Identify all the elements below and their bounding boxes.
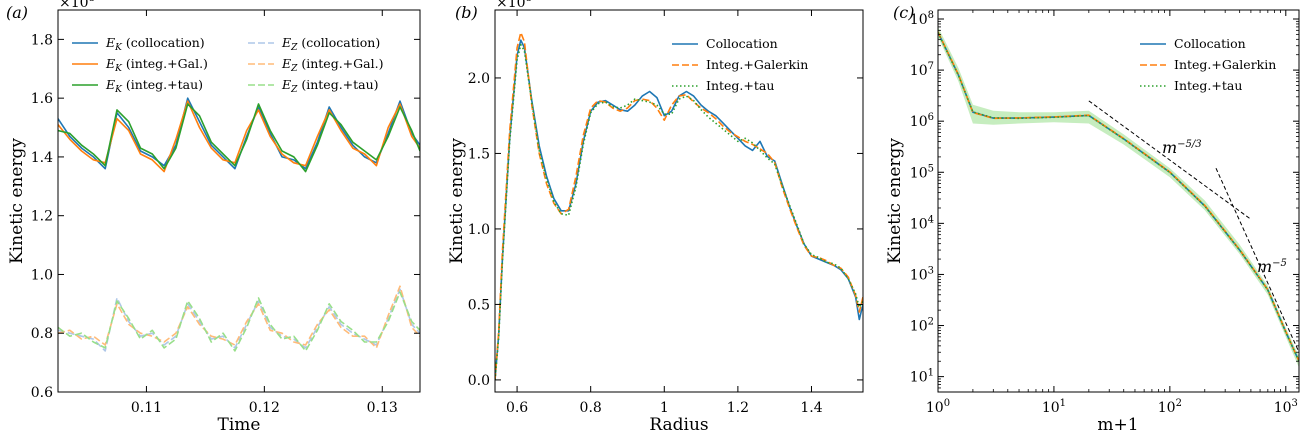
x-tick-label: 0.13 bbox=[367, 400, 398, 416]
reference-line-1 bbox=[1088, 100, 1252, 220]
x-tick-label: 0.11 bbox=[131, 400, 162, 416]
legend-label-1: EK (collocation) bbox=[105, 35, 205, 53]
legend-label-6: EZ (integ.+tau) bbox=[281, 77, 379, 95]
panel-c: 100 101 102 103 101 102 103 104 105 106 107 108 (c)… bbox=[885, 3, 1300, 435]
panel-b-plot-area bbox=[495, 31, 863, 380]
series-line-3 bbox=[495, 43, 863, 380]
y-tick-label: 0.6 bbox=[31, 385, 53, 401]
panel-b-ticks: 0.6 0.8 1 1.2 1.4 0.0 0.5 1.0 1.5 2.0 bbox=[468, 10, 863, 416]
series-line-2 bbox=[58, 100, 420, 173]
series-line-4 bbox=[58, 288, 420, 352]
y-tick-label: 1.5 bbox=[468, 146, 490, 162]
y-tick-label: 0.0 bbox=[468, 373, 490, 389]
legend-label-5: EZ (integ.+Gal.) bbox=[281, 56, 383, 74]
y-tick-label: 107 bbox=[910, 61, 934, 79]
x-tick-label: 1.4 bbox=[800, 400, 822, 416]
panel-c-tag: (c) bbox=[893, 3, 914, 22]
panel-a-x-axis-label: Time bbox=[218, 415, 261, 435]
series-line-2 bbox=[495, 31, 863, 380]
x-tick-label: 102 bbox=[1158, 398, 1182, 416]
y-tick-label: 108 bbox=[910, 10, 934, 28]
reference-line-2 bbox=[1215, 168, 1299, 353]
x-tick-label: 0.12 bbox=[249, 400, 280, 416]
y-tick-label: 104 bbox=[910, 214, 934, 232]
panel-a-legend: EK (collocation) EK (integ.+Gal.) EK (inte… bbox=[72, 35, 383, 95]
series-line-1 bbox=[938, 31, 1299, 362]
y-tick-label: 1.4 bbox=[31, 150, 53, 166]
series-line-3 bbox=[938, 32, 1299, 362]
panel-b: 0.6 0.8 1 1.2 1.4 0.0 0.5 1.0 1.5 2.0 (b) ×108 Ra… bbox=[447, 0, 864, 435]
panel-a-y-axis-label: Kinetic energy bbox=[7, 138, 27, 264]
panel-c-legend: Collocation Integ.+Galerkin Integ.+tau bbox=[1140, 36, 1276, 93]
legend-label-2: EK (integ.+Gal.) bbox=[105, 56, 208, 74]
y-tick-label: 106 bbox=[910, 112, 934, 130]
legend-label-3: Integ.+tau bbox=[1174, 78, 1242, 93]
legend-label-4: EZ (collocation) bbox=[281, 35, 380, 53]
panel-a-ticks: 0.11 0.12 0.13 0.6 0.8 1.0 1.2 1.4 1.6 1.8 bbox=[31, 10, 420, 416]
panel-a-plot-area bbox=[58, 97, 420, 352]
panel-b-frame bbox=[494, 9, 864, 393]
legend-label-2: Integ.+Galerkin bbox=[1174, 57, 1276, 72]
series-line-3 bbox=[58, 103, 420, 173]
panel-c-x-axis-label: m+1 bbox=[1097, 415, 1138, 435]
reference-label-2: m−5 bbox=[1257, 257, 1287, 276]
y-tick-label: 1.8 bbox=[31, 32, 53, 48]
panel-c-y-axis-label: Kinetic energy bbox=[885, 138, 905, 264]
x-tick-label: 103 bbox=[1274, 398, 1298, 416]
y-tick-label: 1.0 bbox=[31, 267, 53, 283]
x-tick-label: 0.6 bbox=[506, 400, 528, 416]
panel-b-x-axis-label: Radius bbox=[649, 415, 708, 435]
legend-label-3: Integ.+tau bbox=[706, 78, 774, 93]
y-tick-label: 1.0 bbox=[468, 222, 490, 238]
y-tick-label: 1.6 bbox=[31, 91, 53, 107]
panel-b-legend: Collocation Integ.+Galerkin Integ.+tau bbox=[672, 36, 808, 93]
panel-c-frame bbox=[937, 9, 1300, 393]
series-line-2 bbox=[938, 31, 1299, 362]
y-tick-label: 0.5 bbox=[468, 297, 490, 313]
series-line-5 bbox=[58, 285, 420, 349]
panel-a-y-multiplier: ×108 bbox=[59, 0, 95, 11]
panel-b-y-axis-label: Kinetic energy bbox=[447, 138, 467, 264]
y-tick-label: 1.2 bbox=[31, 209, 53, 225]
panel-b-y-multiplier: ×108 bbox=[496, 0, 532, 11]
legend-label-1: Collocation bbox=[706, 36, 778, 51]
legend-label-3: EK (integ.+tau) bbox=[105, 77, 203, 95]
panel-c-ticks: 100 101 102 103 101 102 103 104 105 106 107 108 bbox=[910, 10, 1299, 416]
series-line-6 bbox=[58, 291, 420, 352]
x-tick-label: 1.2 bbox=[727, 400, 749, 416]
reference-label-1: m−5/3 bbox=[1162, 138, 1202, 157]
panel-a: 0.11 0.12 0.13 0.6 0.8 1.0 1.2 1.4 1.6 1.8 (a) ×1… bbox=[6, 0, 421, 435]
panel-b-tag: (b) bbox=[455, 3, 478, 22]
series-line-1 bbox=[495, 39, 863, 380]
y-tick-label: 102 bbox=[910, 317, 934, 335]
y-tick-label: 105 bbox=[910, 163, 934, 181]
x-tick-label: 1 bbox=[660, 400, 669, 416]
y-tick-label: 2.0 bbox=[468, 71, 490, 87]
y-tick-label: 0.8 bbox=[31, 326, 53, 342]
panel-c-plot-area bbox=[938, 26, 1299, 368]
x-tick-label: 100 bbox=[926, 398, 950, 416]
panel-a-frame bbox=[57, 9, 421, 393]
variability-band bbox=[938, 26, 1299, 368]
y-tick-label: 103 bbox=[910, 265, 934, 283]
panel-c-annotations: m−5/3 m−5 bbox=[1162, 138, 1287, 276]
panel-a-tag: (a) bbox=[6, 3, 28, 22]
legend-label-2: Integ.+Galerkin bbox=[706, 57, 808, 72]
x-tick-label: 0.8 bbox=[580, 400, 602, 416]
y-tick-label: 101 bbox=[910, 368, 934, 386]
legend-label-1: Collocation bbox=[1174, 36, 1246, 51]
x-tick-label: 101 bbox=[1042, 398, 1066, 416]
